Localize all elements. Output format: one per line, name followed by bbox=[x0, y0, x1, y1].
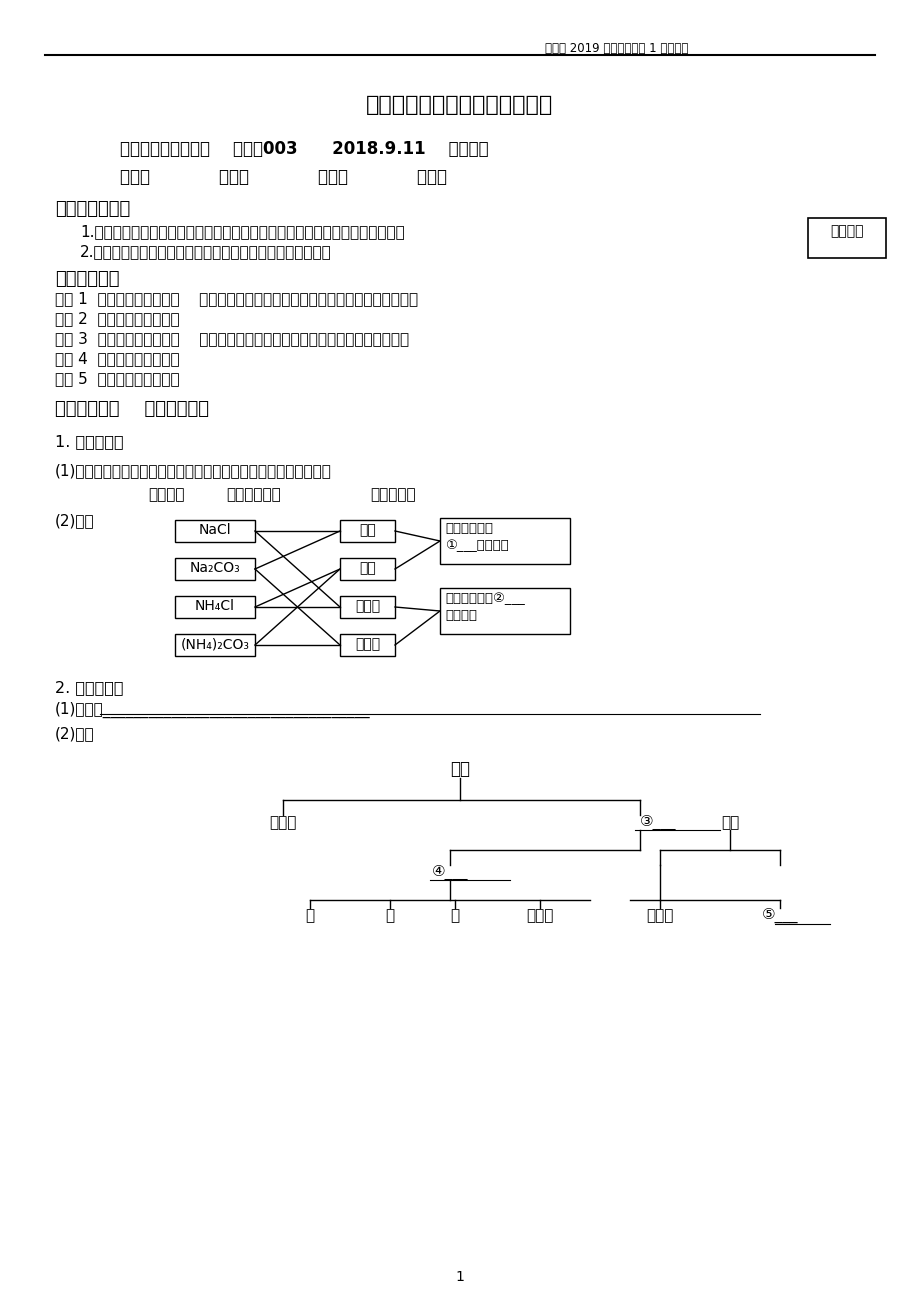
Text: 1. 交叉分类法: 1. 交叉分类法 bbox=[55, 434, 123, 449]
Bar bbox=[439, 589, 570, 634]
Text: ③___: ③___ bbox=[640, 815, 675, 831]
Text: 单质: 单质 bbox=[720, 815, 738, 829]
Text: ①___不同划分: ①___不同划分 bbox=[445, 539, 508, 552]
Text: (1)含义：根据不同的分类标准，对同一事物进行多种分类的方法，: (1)含义：根据不同的分类标准，对同一事物进行多种分类的方法， bbox=[55, 464, 332, 478]
Bar bbox=[175, 596, 255, 618]
Text: 素养 5  科学精神与社会责任: 素养 5 科学精神与社会责任 bbox=[55, 371, 179, 385]
Text: 混合物: 混合物 bbox=[269, 815, 296, 829]
Text: 以不同的标准: 以不同的标准 bbox=[226, 487, 280, 503]
Text: 1.认识元素可以组成不同种类的物质，根据物质的组成和性质对物质进行分类。: 1.认识元素可以组成不同种类的物质，根据物质的组成和性质对物质进行分类。 bbox=[80, 224, 404, 240]
Text: 碳酸盐: 碳酸盐 bbox=[355, 637, 380, 651]
Bar bbox=[340, 519, 394, 542]
Bar bbox=[807, 217, 885, 258]
Text: 2. 树状分类法: 2. 树状分类法 bbox=[55, 680, 123, 695]
Text: 物质: 物质 bbox=[449, 760, 470, 779]
Text: 酸: 酸 bbox=[450, 907, 460, 923]
Text: 进行分类。: 进行分类。 bbox=[369, 487, 415, 503]
Text: NaCl: NaCl bbox=[199, 523, 231, 536]
Text: 即对物质: 即对物质 bbox=[148, 487, 185, 503]
Text: (2)举例: (2)举例 bbox=[55, 513, 95, 529]
Text: 根据物质所含②___: 根据物质所含②___ bbox=[445, 592, 524, 605]
Text: 非金属: 非金属 bbox=[646, 907, 673, 923]
Text: 人教版 2019 高一化学必修 1 导学提纲: 人教版 2019 高一化学必修 1 导学提纲 bbox=[544, 42, 687, 55]
Text: 盐: 盐 bbox=[305, 907, 314, 923]
Text: 班级：            姓名：            小组：            评价：: 班级： 姓名： 小组： 评价： bbox=[119, 168, 447, 186]
Text: NH₄Cl: NH₄Cl bbox=[195, 599, 234, 613]
Text: 氧化物: 氧化物 bbox=[526, 907, 553, 923]
Text: 简单分类法及其应用    编号：003      2018.9.11    编制人：: 简单分类法及其应用 编号：003 2018.9.11 编制人： bbox=[119, 141, 488, 158]
Text: 铵盐: 铵盐 bbox=[358, 561, 376, 575]
Text: ④___: ④___ bbox=[431, 865, 468, 880]
Text: 【新课程标准】: 【新课程标准】 bbox=[55, 201, 130, 217]
Bar bbox=[175, 634, 255, 656]
Text: 【导学流程】    一、基础感知: 【导学流程】 一、基础感知 bbox=[55, 400, 209, 418]
Bar bbox=[340, 559, 394, 579]
Text: 问题记录: 问题记录 bbox=[829, 224, 863, 238]
Text: 盐酸盐: 盐酸盐 bbox=[355, 599, 380, 613]
Text: 根据物质所含: 根据物质所含 bbox=[445, 522, 493, 535]
Text: (NH₄)₂CO₃: (NH₄)₂CO₃ bbox=[180, 637, 249, 651]
Bar bbox=[340, 596, 394, 618]
Bar bbox=[175, 559, 255, 579]
Text: Na₂CO₃: Na₂CO₃ bbox=[189, 561, 240, 575]
Text: 碱: 碱 bbox=[385, 907, 394, 923]
Text: (2)举例: (2)举例 bbox=[55, 727, 95, 741]
Text: 【核心素养】: 【核心素养】 bbox=[55, 270, 119, 288]
Text: 素养 4  科学探究与创新意识: 素养 4 科学探究与创新意识 bbox=[55, 352, 179, 366]
Text: 素养 3  证据推理与模型认知    能从物质类别的角度，认识到物质是运动和变化的。: 素养 3 证据推理与模型认知 能从物质类别的角度，认识到物质是运动和变化的。 bbox=[55, 331, 409, 346]
Bar bbox=[175, 519, 255, 542]
Text: (1)含义：___________________________________: (1)含义：__________________________________… bbox=[55, 702, 370, 719]
Text: 素养 2  变化观念与平衡思想: 素养 2 变化观念与平衡思想 bbox=[55, 311, 179, 326]
Text: 素养 1  宏观辨识与微观探析    能从不同层次认识物质的多样性，并对物质进行分类。: 素养 1 宏观辨识与微观探析 能从不同层次认识物质的多样性，并对物质进行分类。 bbox=[55, 292, 417, 306]
Bar bbox=[340, 634, 394, 656]
Text: 不同划分: 不同划分 bbox=[445, 609, 476, 622]
Bar bbox=[439, 518, 570, 564]
Text: ⑤___: ⑤___ bbox=[761, 907, 798, 923]
Text: 钠盐: 钠盐 bbox=[358, 523, 376, 536]
Text: 1: 1 bbox=[455, 1269, 464, 1284]
Text: 2.认识同类物质具有相似性，一定条件下物质可以相互转化。: 2.认识同类物质具有相似性，一定条件下物质可以相互转化。 bbox=[80, 243, 332, 259]
Text: 学生课堂导学提纲（高一化学）: 学生课堂导学提纲（高一化学） bbox=[366, 95, 553, 115]
